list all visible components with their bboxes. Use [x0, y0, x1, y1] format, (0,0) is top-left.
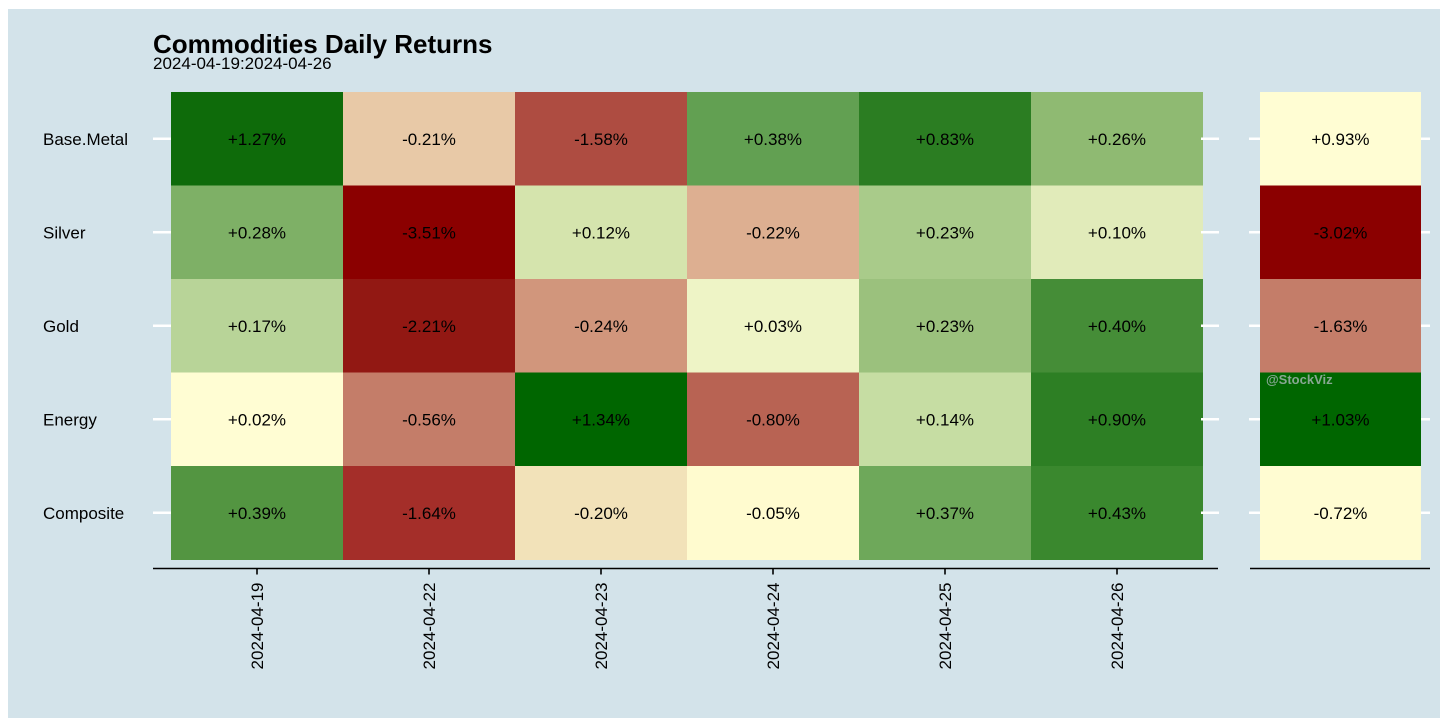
x-tick-label: 2024-04-22 — [420, 583, 439, 670]
cell-label: -1.58% — [574, 130, 628, 149]
heatmap-cell — [515, 279, 687, 373]
heatmap-cell — [1031, 185, 1203, 280]
heatmap-cell — [515, 372, 687, 467]
heatmap-cell — [343, 466, 515, 560]
heatmap-cell — [515, 466, 687, 560]
cell-label: +0.14% — [916, 410, 974, 429]
heatmap-cell — [687, 279, 859, 373]
x-tick-label: 2024-04-24 — [764, 583, 783, 670]
summary-cell — [1260, 372, 1421, 467]
heatmap-cell — [515, 92, 687, 186]
cell-label: +0.23% — [916, 223, 974, 242]
heatmap-cell — [171, 466, 343, 560]
x-tick-label: 2024-04-25 — [936, 583, 955, 670]
cell-label: +0.10% — [1088, 223, 1146, 242]
cell-label: -3.51% — [402, 223, 456, 242]
x-tick-label: 2024-04-19 — [248, 583, 267, 670]
cell-label: +0.38% — [744, 130, 802, 149]
cell-label: +0.37% — [916, 504, 974, 523]
heatmap-cell — [171, 185, 343, 280]
watermark: @StockViz — [1266, 372, 1333, 387]
row-label: Base.Metal — [43, 130, 128, 149]
cell-label: +0.28% — [228, 223, 286, 242]
heatmap-cell — [859, 466, 1031, 560]
heatmap-cell — [687, 466, 859, 560]
heatmap-cell — [343, 92, 515, 186]
cell-label: +1.34% — [572, 410, 630, 429]
summary-cell — [1260, 92, 1421, 186]
heatmap-cell — [687, 92, 859, 186]
summary-label: +1.03% — [1311, 410, 1369, 429]
heatmap-cell — [687, 372, 859, 467]
x-tick-label: 2024-04-26 — [1108, 583, 1127, 670]
heatmap-cell — [171, 279, 343, 373]
heatmap-cell — [343, 279, 515, 373]
cell-label: -0.21% — [402, 130, 456, 149]
cell-label: +0.43% — [1088, 504, 1146, 523]
summary-label: -1.63% — [1314, 317, 1368, 336]
summary-cell — [1260, 466, 1421, 560]
cell-label: +0.90% — [1088, 410, 1146, 429]
cell-label: +0.17% — [228, 317, 286, 336]
heatmap-cell — [859, 372, 1031, 467]
cell-label: -0.22% — [746, 223, 800, 242]
x-tick-label: 2024-04-23 — [592, 583, 611, 670]
cell-label: +0.03% — [744, 317, 802, 336]
chart-title: Commodities Daily Returns — [153, 29, 493, 59]
cell-label: -0.05% — [746, 504, 800, 523]
heatmap-cell — [1031, 372, 1203, 467]
summary-label: -3.02% — [1314, 223, 1368, 242]
summary-cell — [1260, 279, 1421, 373]
heatmap-chart: Commodities Daily Returns 2024-04-19:202… — [43, 29, 1430, 670]
heatmap-cell — [515, 185, 687, 280]
heatmap-cell — [171, 92, 343, 186]
cell-label: -0.56% — [402, 410, 456, 429]
heatmap-cell — [859, 279, 1031, 373]
cell-label: -0.80% — [746, 410, 800, 429]
cell-label: +0.26% — [1088, 130, 1146, 149]
cell-label: +0.83% — [916, 130, 974, 149]
cell-label: +0.23% — [916, 317, 974, 336]
row-label: Silver — [43, 223, 86, 242]
heatmap-cell — [687, 185, 859, 280]
summary-label: -0.72% — [1314, 504, 1368, 523]
heatmap-cell — [1031, 466, 1203, 560]
summary-cell — [1260, 185, 1421, 280]
cell-label: +1.27% — [228, 130, 286, 149]
heatmap-cell — [1031, 92, 1203, 186]
chart-frame: Commodities Daily Returns 2024-04-19:202… — [8, 9, 1440, 718]
cell-label: -1.64% — [402, 504, 456, 523]
heatmap-cell — [343, 372, 515, 467]
cell-label: -0.24% — [574, 317, 628, 336]
heatmap-cell — [859, 185, 1031, 280]
chart-subtitle: 2024-04-19:2024-04-26 — [153, 54, 332, 73]
cell-label: +0.39% — [228, 504, 286, 523]
cell-label: -0.20% — [574, 504, 628, 523]
heatmap-cell — [343, 185, 515, 280]
summary-label: +0.93% — [1311, 130, 1369, 149]
cell-label: +0.12% — [572, 223, 630, 242]
row-label: Energy — [43, 410, 97, 429]
heatmap-cell — [859, 92, 1031, 186]
cell-label: -2.21% — [402, 317, 456, 336]
row-label: Composite — [43, 504, 124, 523]
cell-label: +0.40% — [1088, 317, 1146, 336]
cell-label: +0.02% — [228, 410, 286, 429]
heatmap-cell — [171, 372, 343, 467]
row-label: Gold — [43, 317, 79, 336]
heatmap-cell — [1031, 279, 1203, 373]
